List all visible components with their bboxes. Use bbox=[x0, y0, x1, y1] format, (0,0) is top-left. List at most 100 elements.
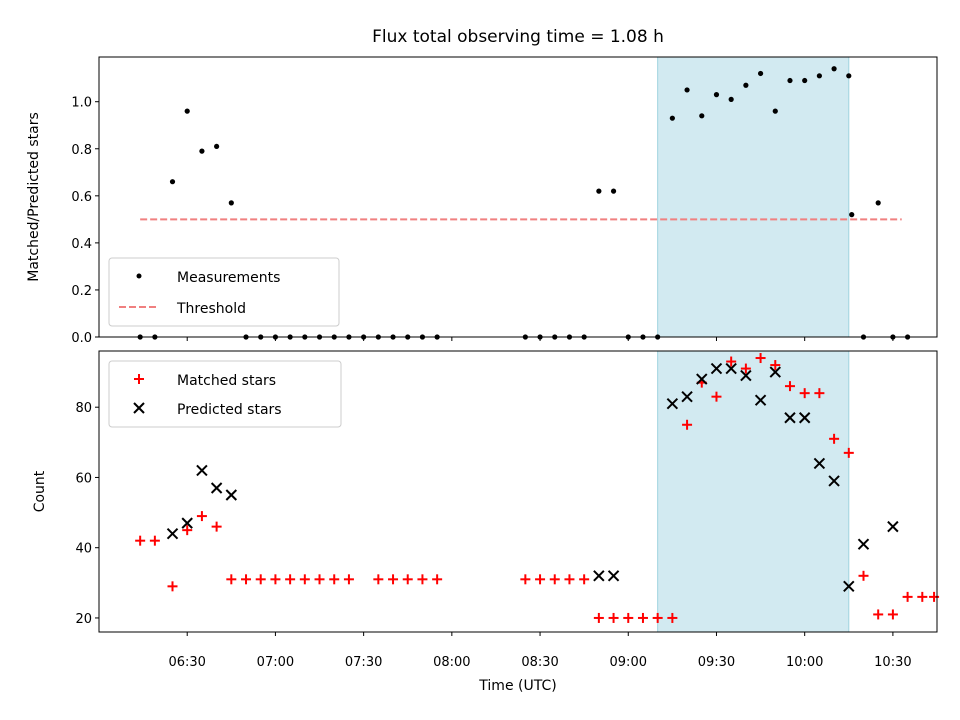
count-legend: Matched stars Predicted stars bbox=[108, 360, 342, 428]
matched-point bbox=[770, 360, 781, 371]
measurement-point bbox=[757, 70, 764, 77]
predicted-point bbox=[769, 366, 781, 378]
predicted-point bbox=[593, 570, 605, 582]
predicted-point bbox=[681, 390, 693, 403]
ratio-legend-box bbox=[108, 257, 340, 327]
x-tick-label: 09:30 bbox=[698, 655, 735, 670]
measurement-point bbox=[596, 188, 602, 194]
matched-point bbox=[520, 574, 531, 585]
matched-point bbox=[829, 433, 840, 444]
predicted-point bbox=[740, 369, 752, 382]
x-tick-label: 07:00 bbox=[257, 655, 294, 670]
measurement-point bbox=[802, 77, 808, 84]
x-tick-label: 06:30 bbox=[168, 655, 205, 670]
y-tick-label: 80 bbox=[75, 401, 92, 416]
matched-point bbox=[667, 612, 678, 623]
y-tick-label: 0.8 bbox=[71, 143, 92, 158]
matched-point bbox=[299, 574, 310, 585]
legend-plus bbox=[134, 374, 144, 384]
matched-point bbox=[726, 356, 737, 367]
matched-point bbox=[270, 574, 281, 585]
matched-point bbox=[135, 535, 146, 546]
matched-point bbox=[593, 612, 604, 623]
predicted-point bbox=[607, 570, 620, 582]
matched-point bbox=[711, 391, 722, 402]
measurement-point bbox=[699, 113, 705, 119]
x-axis-label: Time (UTC) bbox=[478, 678, 556, 694]
count-panel-frame bbox=[98, 350, 938, 633]
measurement-point bbox=[214, 143, 220, 150]
measurement-point bbox=[743, 82, 749, 88]
x-tick-label: 07:30 bbox=[345, 655, 382, 670]
matched-point bbox=[373, 574, 384, 585]
matched-point bbox=[637, 612, 648, 623]
measurement-point bbox=[684, 87, 690, 93]
y-tick-label: 20 bbox=[75, 612, 92, 627]
legend-predicted-label: Predicted stars bbox=[177, 402, 282, 418]
matched-point bbox=[917, 591, 928, 602]
matched-point bbox=[182, 525, 193, 536]
ratio-x-ticks bbox=[186, 337, 894, 341]
predicted-point bbox=[210, 482, 223, 494]
matched-point bbox=[799, 388, 810, 399]
matched-point bbox=[755, 353, 766, 364]
matched-point bbox=[814, 388, 825, 399]
matched-stars-points bbox=[135, 353, 940, 623]
measurement-point bbox=[849, 212, 855, 218]
matched-point bbox=[226, 574, 237, 585]
predicted-point bbox=[784, 412, 796, 424]
measurement-point bbox=[713, 92, 720, 98]
legend-measurements-label: Measurements bbox=[177, 270, 280, 286]
measurement-point bbox=[169, 179, 176, 185]
count-legend-box bbox=[108, 360, 342, 428]
y-tick-label: 0.2 bbox=[71, 284, 92, 299]
matched-point bbox=[579, 574, 590, 585]
predicted-point bbox=[710, 362, 723, 375]
matched-point bbox=[196, 511, 207, 522]
matched-point bbox=[241, 574, 252, 585]
matched-point bbox=[432, 574, 443, 585]
y-tick-label: 60 bbox=[75, 471, 92, 486]
measurement-point bbox=[787, 77, 793, 84]
ratio-panel: 0.0 0.2 0.4 0.6 0.8 1.0 Matched/Predicted sta… bbox=[26, 56, 938, 346]
matched-point bbox=[784, 381, 795, 392]
predicted-point bbox=[725, 362, 737, 375]
chart-title: Flux total observing time = 1.08 h bbox=[372, 27, 664, 47]
predicted-point bbox=[798, 412, 811, 424]
matched-point bbox=[652, 612, 663, 623]
matched-point bbox=[682, 419, 693, 430]
matched-point bbox=[417, 574, 428, 585]
matched-point bbox=[343, 574, 354, 585]
y-tick-label: 0.6 bbox=[71, 190, 92, 205]
matched-point bbox=[608, 612, 619, 623]
legend-threshold-label: Threshold bbox=[176, 301, 246, 317]
predicted-point bbox=[813, 457, 826, 470]
measurement-point bbox=[199, 148, 205, 154]
y-tick-label: 0.4 bbox=[71, 237, 92, 252]
ratio-y-axis-label: Matched/Predicted stars bbox=[26, 112, 42, 282]
count-y-axis-label: Count bbox=[32, 470, 48, 512]
predicted-point bbox=[843, 580, 855, 593]
y-tick-label: 0.0 bbox=[71, 331, 92, 346]
predicted-point bbox=[696, 373, 708, 385]
matched-point bbox=[388, 574, 399, 585]
matched-point bbox=[149, 535, 160, 546]
matched-point bbox=[623, 612, 634, 623]
legend-cross bbox=[133, 402, 145, 414]
count-x-ticks: 06:30 07:00 07:30 08:00 08:30 09:00 09:30 10:00… bbox=[168, 632, 912, 670]
observing-window-shade-top bbox=[657, 56, 850, 338]
measurement-point bbox=[875, 200, 881, 206]
x-tick-label: 10:30 bbox=[874, 655, 911, 670]
measurement-point bbox=[831, 66, 837, 72]
matched-point bbox=[929, 591, 940, 602]
predicted-point bbox=[181, 517, 193, 529]
matched-point bbox=[549, 574, 560, 585]
matched-point bbox=[314, 574, 325, 585]
x-tick-label: 08:30 bbox=[521, 655, 558, 670]
matched-point bbox=[740, 363, 751, 374]
measurement-point bbox=[728, 96, 734, 102]
measurement-point bbox=[816, 73, 822, 79]
matched-point bbox=[255, 574, 266, 585]
matched-point bbox=[887, 609, 898, 620]
